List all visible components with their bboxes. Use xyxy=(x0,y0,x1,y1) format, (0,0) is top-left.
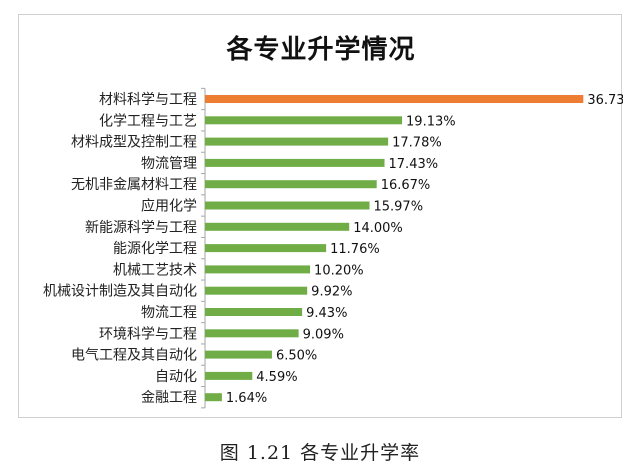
bar xyxy=(205,350,272,359)
category-label: 材料科学与工程 xyxy=(99,92,197,108)
data-label: 9.43% xyxy=(306,306,347,321)
chart-frame: 各专业升学情况 材料科学与工程 36.73% 化学工程与工艺 19.13% 材料成型及控… xyxy=(18,14,623,418)
bar-chart: 材料科学与工程 36.73% 化学工程与工艺 19.13% 材料成型及控制工程 17.78… xyxy=(43,87,623,409)
category-label: 新能源科学与工程 xyxy=(85,220,197,236)
data-label: 36.73% xyxy=(587,93,623,108)
category-label: 物流管理 xyxy=(141,156,197,172)
bar xyxy=(205,95,584,103)
data-label: 19.13% xyxy=(406,114,456,129)
bar xyxy=(205,244,327,253)
data-label: 16.67% xyxy=(381,178,431,193)
bar xyxy=(205,222,350,231)
data-label: 14.00% xyxy=(353,221,403,236)
bar xyxy=(205,201,370,210)
data-label: 6.50% xyxy=(276,349,317,364)
category-label: 电气工程及其自动化 xyxy=(71,348,197,364)
category-label: 能源化学工程 xyxy=(113,241,197,257)
bar xyxy=(205,137,389,146)
data-label: 10.20% xyxy=(314,263,364,278)
bar xyxy=(205,286,308,295)
category-label: 自动化 xyxy=(155,369,197,385)
bar xyxy=(205,329,299,338)
chart-title: 各专业升学情况 xyxy=(226,35,416,65)
bar xyxy=(205,393,222,402)
bar xyxy=(205,116,403,125)
category-label: 机械工艺技术 xyxy=(113,262,197,278)
data-label: 11.76% xyxy=(330,242,380,257)
data-label: 9.09% xyxy=(303,327,344,342)
bar xyxy=(205,265,311,274)
category-label: 机械设计制造及其自动化 xyxy=(43,284,197,300)
category-label: 物流工程 xyxy=(141,305,197,321)
bar xyxy=(205,308,303,316)
category-label: 金融工程 xyxy=(141,390,197,406)
category-label: 材料成型及控制工程 xyxy=(71,135,197,151)
category-label: 化学工程与工艺 xyxy=(99,113,197,129)
data-label: 1.64% xyxy=(226,391,267,406)
data-label: 4.59% xyxy=(256,370,297,385)
bar xyxy=(205,371,253,380)
data-label: 9.92% xyxy=(311,285,352,300)
category-label: 无机非金属材料工程 xyxy=(71,177,197,193)
data-label: 17.43% xyxy=(389,157,439,172)
figure-caption: 图 1.21 各专业升学率 xyxy=(219,442,421,464)
category-label: 应用化学 xyxy=(141,198,197,215)
data-label: 15.97% xyxy=(373,200,423,215)
category-label: 环境科学与工程 xyxy=(99,326,197,342)
data-label: 17.78% xyxy=(392,136,442,151)
bar xyxy=(205,158,385,167)
bar xyxy=(205,180,377,189)
